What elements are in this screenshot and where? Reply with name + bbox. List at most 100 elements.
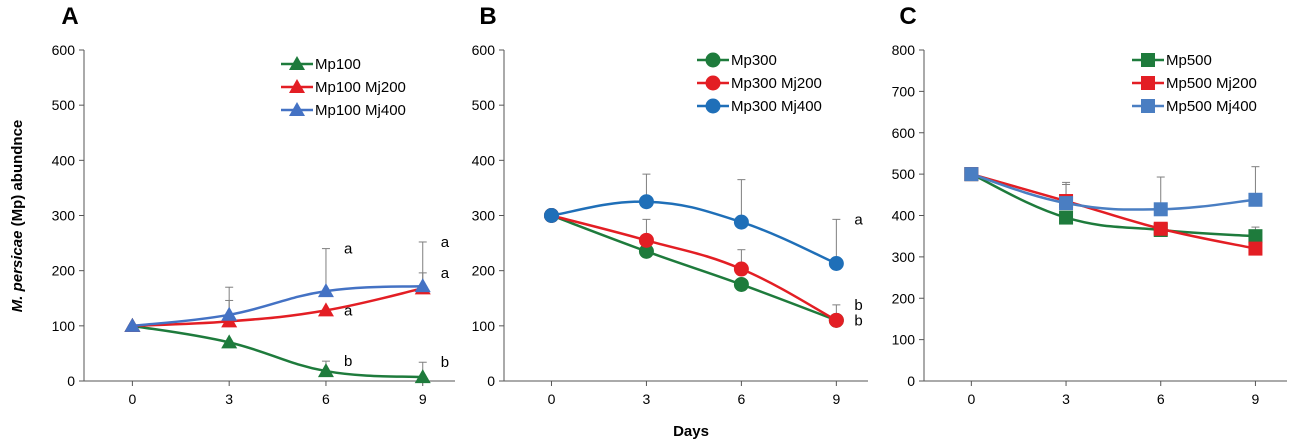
y-tick-label: 100 (892, 332, 916, 348)
x-tick-label: 3 (1062, 391, 1070, 407)
legend-label: Mp500 Mj200 (1166, 75, 1257, 92)
significance-label: b (441, 354, 449, 371)
x-tick-label: 0 (548, 391, 556, 407)
data-point (733, 276, 749, 292)
data-point (1248, 241, 1263, 256)
x-tick-label: 0 (128, 391, 136, 407)
panel-c: C 0 100 200 300 400 500 600 700 800 0 3 6 9 Mp500 Mp500… (892, 3, 1287, 407)
panel-letter: C (899, 3, 916, 30)
data-point (414, 369, 431, 384)
legend-marker (1141, 76, 1155, 90)
data-point (221, 334, 238, 349)
y-tick-label: 200 (52, 263, 76, 279)
data-point (1059, 210, 1074, 225)
y-tick-label: 400 (52, 152, 76, 168)
y-tick-label: 600 (892, 125, 916, 141)
legend-marker (705, 75, 721, 91)
x-tick-label: 6 (737, 391, 745, 407)
x-tick-label: 9 (832, 391, 840, 407)
series-line (132, 284, 423, 328)
series-line (551, 200, 837, 265)
legend-marker (289, 56, 305, 70)
y-tick-label: 600 (52, 42, 76, 58)
y-tick-label: 300 (52, 208, 76, 224)
y-tick-label: 0 (67, 373, 75, 389)
legend-label: Mp500 (1166, 52, 1212, 69)
data-point (638, 243, 654, 259)
significance-label: b (344, 353, 352, 370)
legend-label: Mp300 (731, 52, 777, 69)
data-point (543, 208, 559, 223)
y-axis-title-rest: (Mp) abundnce (9, 120, 26, 231)
y-tick-label: 0 (487, 373, 495, 389)
legend-label: Mp100 Mj200 (315, 79, 406, 96)
x-tick-label: 9 (419, 391, 427, 407)
x-tick-label: 6 (322, 391, 330, 407)
data-point (317, 283, 334, 298)
series-line (132, 324, 423, 379)
data-point (638, 232, 654, 248)
panel-b: B 0 100 200 300 400 500 600 0 3 6 9 bb a Mp300 Mp300 Mj… (472, 3, 868, 407)
legend-label: Mp300 Mj400 (731, 98, 822, 115)
panel-letter: A (61, 3, 78, 30)
data-point (733, 261, 749, 277)
legend-marker (705, 52, 721, 68)
y-tick-label: 500 (892, 166, 916, 182)
y-tick-label: 300 (472, 208, 496, 224)
y-tick-label: 400 (472, 152, 496, 168)
legend-label: Mp100 (315, 56, 361, 73)
y-tick-label: 700 (892, 83, 916, 99)
y-tick-label: 100 (472, 318, 496, 334)
legend-label: Mp100 Mj400 (315, 102, 406, 119)
y-tick-label: 300 (892, 249, 916, 265)
data-point (1153, 221, 1168, 236)
data-point (1248, 229, 1263, 244)
x-tick-label: 3 (225, 391, 233, 407)
legend-marker (289, 102, 305, 116)
data-point (828, 255, 844, 271)
data-point (1059, 196, 1074, 211)
data-point (317, 302, 334, 317)
significance-label: a (344, 302, 353, 319)
panel-letter: B (479, 3, 496, 30)
x-tick-label: 3 (643, 391, 651, 407)
legend-marker (289, 79, 305, 93)
series-line (970, 172, 1256, 238)
data-point (828, 312, 844, 328)
significance-label: a (441, 265, 450, 282)
significance-label: b (854, 297, 862, 314)
series-line (132, 287, 424, 328)
data-point (1248, 192, 1263, 207)
significance-label: a (854, 211, 863, 228)
y-tick-label: 200 (472, 263, 496, 279)
data-point (317, 363, 334, 378)
legend-marker (1141, 99, 1155, 113)
series-line (551, 214, 837, 322)
legend-label: Mp300 Mj200 (731, 75, 822, 92)
x-tick-label: 6 (1157, 391, 1165, 407)
y-tick-label: 100 (52, 318, 76, 334)
significance-label: a (441, 234, 450, 251)
legend-marker (1141, 53, 1155, 67)
series-line (970, 172, 1256, 211)
data-point (1153, 202, 1168, 217)
significance-label: b (854, 312, 862, 329)
y-tick-label: 200 (892, 290, 916, 306)
significance-label: a (344, 241, 353, 258)
y-tick-label: 500 (52, 97, 76, 113)
x-tick-label: 0 (967, 391, 975, 407)
data-point (733, 214, 749, 230)
data-point (964, 167, 979, 182)
y-axis-title: M. persicae (Mp) abundnce (9, 120, 26, 313)
y-tick-label: 800 (892, 42, 916, 58)
y-tick-label: 0 (907, 373, 915, 389)
data-point (221, 306, 238, 321)
data-point (124, 317, 141, 332)
y-tick-label: 600 (472, 42, 496, 58)
series-line (551, 214, 837, 322)
y-tick-label: 400 (892, 208, 916, 224)
x-axis-title: Days (673, 423, 709, 440)
legend-label: Mp500 Mj400 (1166, 98, 1257, 115)
